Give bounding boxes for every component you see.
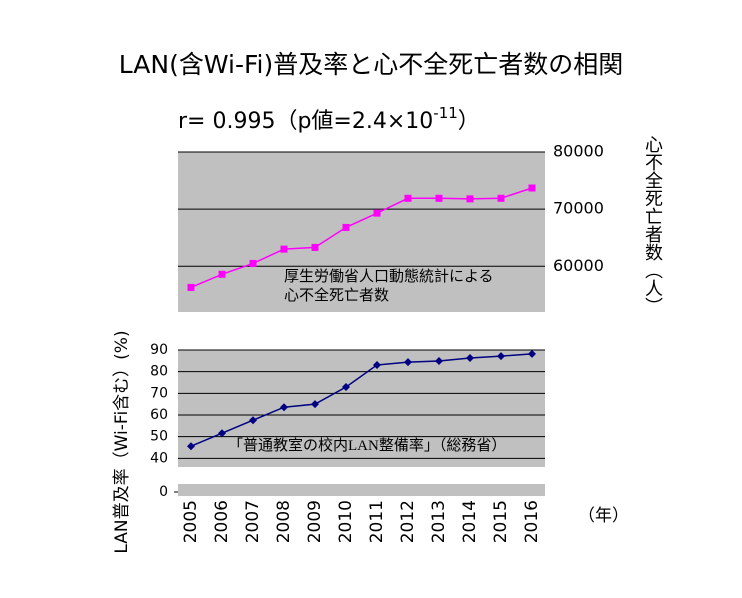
marker <box>528 349 536 358</box>
marker <box>373 360 381 369</box>
marker <box>404 358 412 367</box>
marker <box>466 195 474 203</box>
y2-tick-label: 70000 <box>553 199 604 218</box>
x-tick-label: 2006 <box>212 500 232 543</box>
marker <box>311 243 319 251</box>
x-tick-label: 2005 <box>181 500 201 543</box>
marker <box>373 209 381 217</box>
x-tick-label: 2010 <box>336 500 356 543</box>
subtitle-exponent: -11 <box>433 104 458 122</box>
y-tick-label: 50 <box>150 429 168 445</box>
series-line <box>190 187 533 289</box>
marker <box>497 194 505 202</box>
marker <box>497 352 505 361</box>
y-tick-label: 90 <box>150 342 168 358</box>
marker <box>280 403 288 412</box>
series-label: 「普通教室の校内LAN整備率」（総務省） <box>228 438 507 454</box>
subtitle-end: ） <box>458 109 480 134</box>
marker <box>249 416 257 425</box>
break-strip <box>178 484 545 496</box>
x-tick-label: 2016 <box>522 500 542 543</box>
x-tick-label: 2013 <box>429 500 449 543</box>
bottom-plot <box>178 350 545 467</box>
y2-tick-label: 80000 <box>553 142 604 161</box>
x-tick-label: 2015 <box>491 500 511 543</box>
marker <box>342 383 350 392</box>
marker <box>311 400 319 409</box>
marker <box>342 223 350 231</box>
marker <box>187 283 195 291</box>
y-axis-label: LAN普及率（Wi-Fi含む）(%) <box>112 330 132 553</box>
marker <box>218 429 226 438</box>
top-plot <box>178 152 545 312</box>
series-line <box>190 353 533 447</box>
x-tick-label: 2008 <box>274 500 294 543</box>
chart-title: LAN(含Wi-Fi)普及率と心不全死亡者数の相関 <box>119 50 623 79</box>
marker <box>187 442 195 451</box>
marker <box>466 354 474 363</box>
x-tick-label: 2011 <box>367 500 387 543</box>
x-axis-label: （年） <box>578 506 629 526</box>
y-tick-label: 80 <box>150 364 168 380</box>
y2-axis-label: 心不全死亡者数（人） <box>642 135 663 315</box>
subtitle: r= 0.995（p値=2.4×10-11） <box>178 104 480 135</box>
marker <box>435 194 443 202</box>
y-tick-label: 60 <box>150 407 168 423</box>
x-tick-label: 2012 <box>398 500 418 543</box>
y2-tick-label: 60000 <box>553 256 604 275</box>
marker <box>435 357 443 366</box>
y-tick-label: 0 <box>159 484 168 500</box>
y-tick-label: 40 <box>150 450 168 466</box>
marker <box>528 184 536 192</box>
subtitle-text: r= 0.995（p値=2.4×10 <box>178 109 433 134</box>
marker <box>280 245 288 253</box>
marker <box>218 270 226 278</box>
series-label: 厚生労働省人口動態統計による 心不全死亡者数 <box>284 269 494 304</box>
marker <box>249 259 257 267</box>
x-tick-label: 2007 <box>243 500 263 543</box>
x-tick-label: 2014 <box>460 500 480 543</box>
x-tick-label: 2009 <box>305 500 325 543</box>
y-tick-label: 70 <box>150 385 168 401</box>
marker <box>404 194 412 202</box>
